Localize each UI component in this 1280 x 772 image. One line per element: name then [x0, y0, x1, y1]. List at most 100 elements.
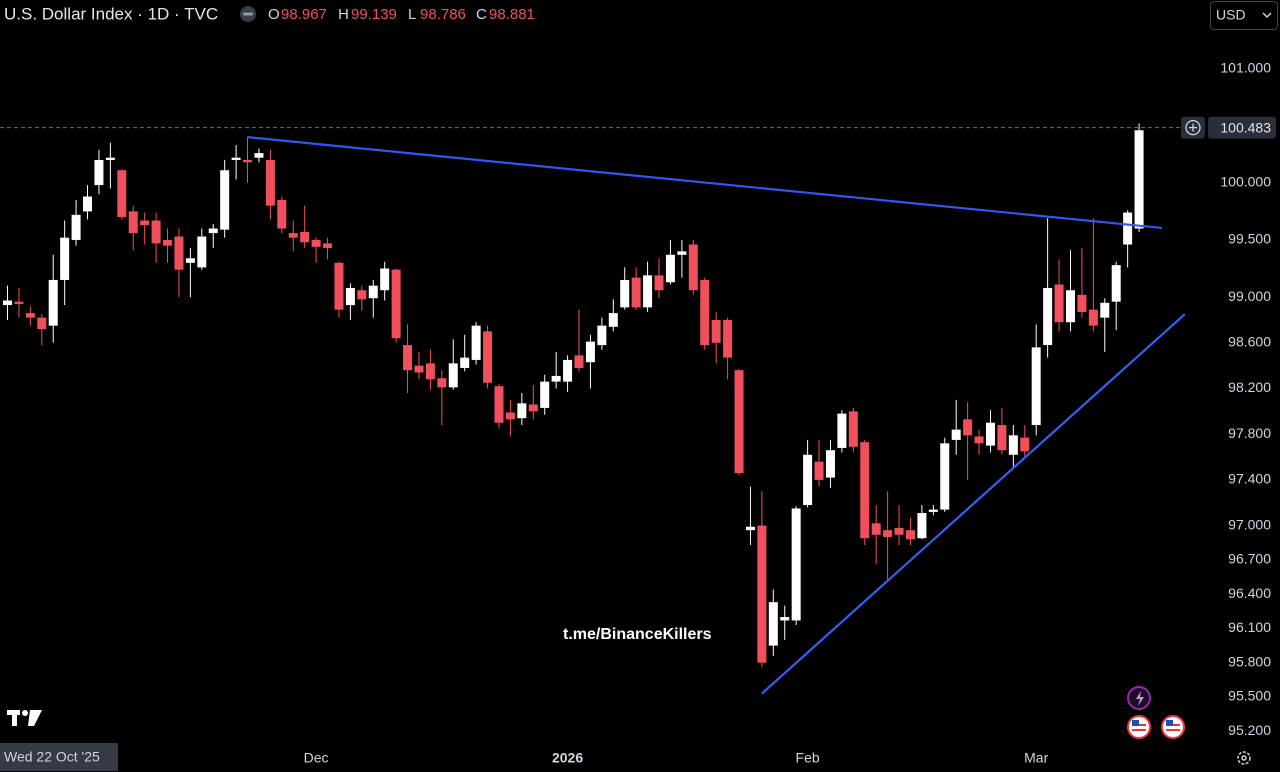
candle	[231, 145, 241, 180]
settings-icon[interactable]	[1237, 751, 1251, 765]
candle-body	[894, 527, 904, 535]
ohlc-value: 98.881	[489, 6, 535, 23]
candle-body	[483, 331, 493, 383]
candle-body	[974, 436, 984, 444]
candle	[368, 279, 378, 318]
candle-body	[825, 450, 835, 478]
candle	[837, 410, 847, 453]
flag-stripe	[1132, 729, 1146, 731]
candle	[448, 339, 458, 390]
candle-body	[1111, 265, 1121, 302]
candle-body	[791, 508, 801, 621]
candle	[494, 383, 504, 429]
candle	[665, 239, 675, 285]
candle-body	[288, 233, 298, 238]
y-tick-label: 95.800	[1228, 653, 1271, 669]
candle	[3, 285, 12, 320]
candle	[311, 237, 321, 263]
ohlc-value: 98.786	[420, 6, 466, 23]
logo-part	[22, 710, 28, 716]
candle	[1123, 210, 1133, 268]
gear	[1237, 751, 1251, 765]
y-tick-label: 96.100	[1228, 619, 1271, 635]
candle	[757, 491, 767, 668]
y-tick-label: 97.800	[1228, 425, 1271, 441]
candle	[551, 351, 561, 389]
candle-body	[574, 355, 584, 368]
candle	[608, 299, 618, 332]
candle-body	[117, 170, 127, 218]
candle	[963, 402, 973, 480]
candle-body	[1031, 347, 1041, 426]
flag-canton	[1132, 720, 1139, 726]
candle-body	[48, 279, 58, 326]
candle-body	[37, 317, 47, 330]
currency-chevron	[1262, 12, 1272, 19]
currency-button[interactable]	[1210, 1, 1278, 30]
candle-body	[643, 275, 653, 308]
status-icon-bar	[243, 12, 253, 16]
y-tick-label: 99.000	[1228, 288, 1271, 304]
candle-body	[25, 313, 35, 318]
candle-body	[197, 236, 207, 268]
candle	[414, 351, 424, 380]
y-tick-label: 95.200	[1228, 722, 1271, 738]
candle-body	[780, 617, 790, 621]
candle	[711, 311, 721, 364]
ohlc-value: 99.139	[351, 6, 397, 23]
candle-body	[311, 239, 321, 247]
candle	[1111, 261, 1121, 331]
candle-body	[334, 262, 344, 310]
candle-body	[734, 370, 744, 474]
candle	[631, 267, 641, 310]
candle	[345, 283, 355, 320]
candle	[300, 205, 310, 248]
y-tick-label: 97.000	[1228, 516, 1271, 532]
candle-body	[528, 404, 538, 412]
candle	[471, 322, 481, 365]
y-tick-label: 95.500	[1228, 688, 1271, 704]
currency-label[interactable]: USD	[1216, 7, 1246, 23]
x-tick-label: Mar	[1024, 750, 1048, 766]
candle-body	[551, 375, 561, 382]
ohlc-label: O	[268, 6, 280, 23]
candle	[677, 239, 687, 278]
event-icon-bolt	[1136, 691, 1144, 706]
candle-body	[837, 413, 847, 448]
candle	[25, 306, 35, 326]
candle-body	[185, 258, 195, 263]
y-tick-label: 97.400	[1228, 471, 1271, 487]
logo-part	[12, 710, 17, 726]
candle-body	[231, 157, 241, 160]
candle-body	[3, 300, 12, 306]
candle-body	[208, 228, 218, 234]
candle-body	[677, 251, 687, 255]
candle	[60, 220, 70, 306]
candle	[163, 228, 173, 263]
candle-body	[105, 157, 115, 160]
candle-body	[380, 268, 390, 291]
candle	[1088, 218, 1098, 332]
gear-center	[1241, 755, 1247, 761]
candle-body	[357, 290, 367, 300]
flag-icon[interactable]	[1127, 715, 1151, 739]
candle-body	[414, 365, 424, 373]
candle-body	[163, 239, 173, 246]
y-tick-label: 96.400	[1228, 585, 1271, 601]
candle	[277, 196, 287, 234]
candle	[517, 393, 527, 426]
candle	[700, 277, 710, 350]
candle-body	[71, 214, 81, 240]
candle	[197, 228, 207, 270]
candle-body	[220, 170, 230, 230]
candle-body	[1065, 290, 1075, 323]
candle-body	[860, 442, 870, 539]
candle-body	[711, 319, 721, 343]
candle-body	[151, 220, 161, 244]
tv-logo	[7, 710, 42, 726]
candle	[1054, 259, 1064, 332]
candle-body	[905, 530, 915, 540]
flag-circle	[1127, 715, 1151, 739]
flag-icon[interactable]	[1161, 715, 1185, 739]
candle-body	[94, 159, 104, 186]
